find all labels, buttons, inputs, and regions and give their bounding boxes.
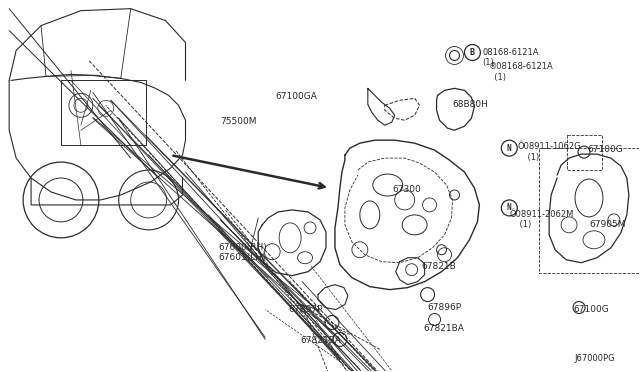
Text: B: B xyxy=(470,48,475,57)
Text: 67B97P: 67B97P xyxy=(288,305,323,314)
Text: Ô08911-1062G
    (1): Ô08911-1062G (1) xyxy=(517,142,581,161)
Text: N: N xyxy=(507,144,511,153)
Bar xyxy=(539,148,639,273)
Text: 67300: 67300 xyxy=(393,185,422,194)
Text: 67600(RH)
67601(LH): 67600(RH) 67601(LH) xyxy=(218,243,267,262)
Text: N: N xyxy=(507,203,511,212)
Text: 75500M: 75500M xyxy=(220,117,257,126)
Text: 67100G: 67100G xyxy=(587,145,623,154)
Text: 67905M: 67905M xyxy=(589,220,625,229)
Text: 67821B: 67821B xyxy=(422,262,456,271)
Text: 67896P: 67896P xyxy=(428,302,461,312)
Text: ®08168-6121A
  (1): ®08168-6121A (1) xyxy=(490,62,554,82)
Bar xyxy=(567,135,602,170)
Text: 67821BA: 67821BA xyxy=(300,336,341,346)
Text: 67100G: 67100G xyxy=(573,305,609,314)
Text: 08168-6121A: 08168-6121A xyxy=(483,48,539,57)
Text: Ô08911-2062M
    (1): Ô08911-2062M (1) xyxy=(509,210,573,229)
Text: 67821BA: 67821BA xyxy=(424,324,465,333)
Text: J67000PG: J67000PG xyxy=(574,355,614,363)
Text: 68B80H: 68B80H xyxy=(452,100,488,109)
Text: (1): (1) xyxy=(483,58,494,67)
Text: 67100GA: 67100GA xyxy=(275,92,317,101)
